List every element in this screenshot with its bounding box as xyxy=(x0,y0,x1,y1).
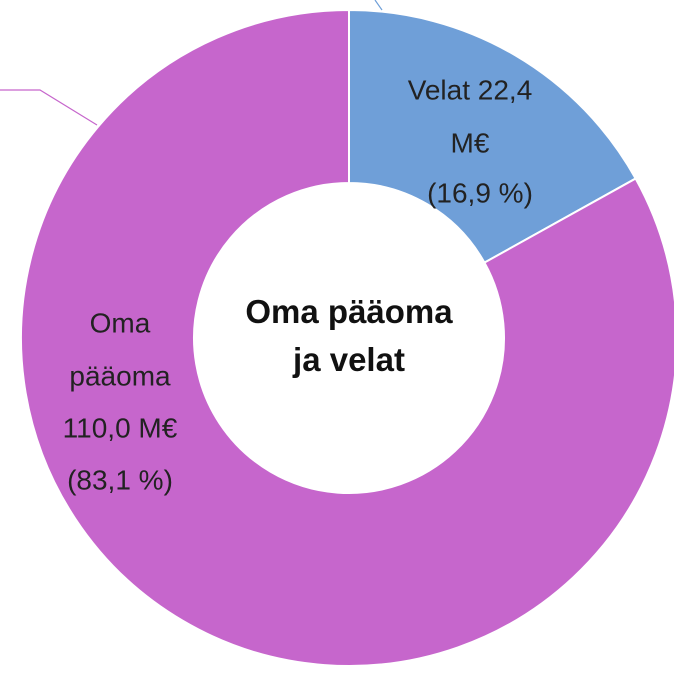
pie-slice xyxy=(348,8,637,264)
data-label: 110,0 M€ xyxy=(63,412,178,443)
data-label: Velat 22,4 xyxy=(408,74,533,105)
chart-title: Oma pääoma ja velat xyxy=(245,293,453,378)
pie-slice xyxy=(20,8,674,667)
data-label: Oma xyxy=(90,307,151,338)
data-label: (16,9 %) xyxy=(427,177,533,208)
leader-line xyxy=(0,89,98,126)
data-label: (83,1 %) xyxy=(67,464,173,495)
data-label: M€ xyxy=(451,127,490,158)
data-label: pääoma xyxy=(69,360,171,391)
leader-line xyxy=(374,0,383,11)
